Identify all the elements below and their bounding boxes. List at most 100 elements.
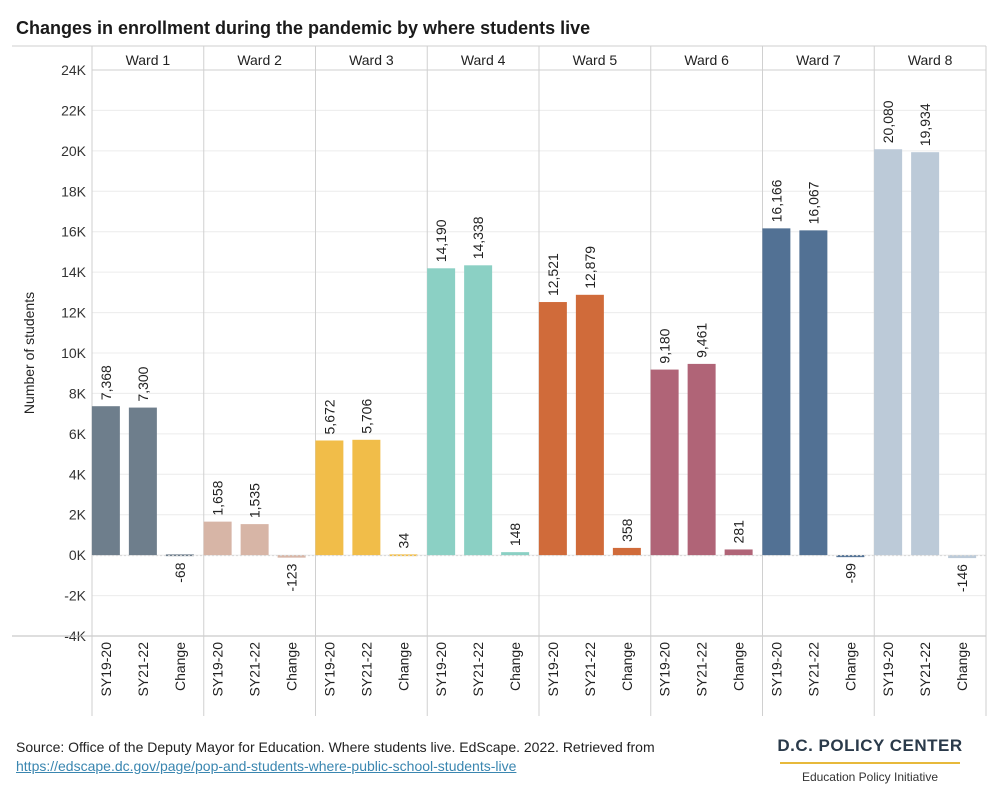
category-label: SY21-22 (358, 642, 374, 697)
bar (650, 369, 679, 556)
y-tick-label: 8K (69, 385, 87, 401)
category-label: Change (619, 642, 635, 691)
data-label: -146 (954, 564, 970, 592)
bar (389, 554, 418, 557)
category-label: SY19-20 (321, 642, 337, 697)
data-label: 12,879 (582, 246, 598, 289)
y-tick-label: 16K (61, 224, 87, 240)
data-label: 20,080 (880, 100, 896, 143)
category-label: Change (395, 642, 411, 691)
bar (948, 555, 977, 559)
category-label: SY21-22 (135, 642, 151, 697)
category-label: SY21-22 (917, 642, 933, 697)
bar (538, 302, 567, 556)
y-tick-label: 2K (69, 507, 87, 523)
group-header-label: Ward 3 (349, 52, 394, 68)
category-label: SY19-20 (210, 642, 226, 697)
category-label: Change (507, 642, 523, 691)
bar (91, 406, 120, 556)
category-label: Change (172, 642, 188, 691)
category-label: SY21-22 (805, 642, 821, 697)
source-note: Source: Office of the Deputy Mayor for E… (16, 739, 655, 755)
bar (874, 149, 903, 556)
data-label: 9,180 (657, 328, 673, 363)
y-tick-label: 24K (61, 62, 87, 78)
y-axis-label: Number of students (21, 292, 37, 414)
group-header-label: Ward 2 (237, 52, 282, 68)
bar (836, 555, 865, 558)
y-tick-label: 12K (61, 305, 87, 321)
data-label: 358 (619, 518, 635, 542)
data-label: 14,190 (433, 219, 449, 262)
bar (165, 554, 194, 557)
y-tick-label: 18K (61, 183, 87, 199)
bar (240, 524, 269, 556)
y-tick-label: 20K (61, 143, 87, 159)
data-label: 34 (395, 533, 411, 549)
bar (203, 521, 232, 556)
category-label: Change (731, 642, 747, 691)
data-label: 5,706 (358, 399, 374, 434)
brand-logo: D.C. POLICY CENTER Education Policy Init… (770, 736, 970, 784)
category-label: SY21-22 (694, 642, 710, 697)
category-label: SY19-20 (98, 642, 114, 697)
group-header-label: Ward 4 (461, 52, 506, 68)
data-label: -99 (842, 563, 858, 583)
category-label: Change (842, 642, 858, 691)
data-label: 19,934 (917, 103, 933, 146)
brand-divider (780, 762, 960, 764)
group-header-label: Ward 1 (126, 52, 171, 68)
category-label: SY21-22 (582, 642, 598, 697)
y-tick-label: 4K (69, 466, 87, 482)
brand-subtitle: Education Policy Initiative (801, 770, 939, 784)
data-label: 7,368 (98, 365, 114, 400)
y-tick-label: 22K (61, 102, 87, 118)
chart-title: Changes in enrollment during the pandemi… (16, 18, 591, 38)
data-label: 16,067 (805, 181, 821, 224)
category-label: SY19-20 (880, 642, 896, 697)
bar (277, 555, 306, 558)
bar (687, 363, 716, 556)
source-link[interactable]: https://edscape.dc.gov/page/pop-and-stud… (16, 758, 517, 774)
bar (724, 549, 753, 556)
data-label: 7,300 (135, 366, 151, 401)
data-label: -123 (284, 563, 300, 591)
data-label: 281 (731, 520, 747, 544)
data-label: 16,166 (768, 179, 784, 222)
y-tick-label: -2K (64, 588, 86, 604)
data-label: 9,461 (694, 323, 710, 358)
y-tick-label: 14K (61, 264, 87, 280)
group-header-label: Ward 6 (684, 52, 729, 68)
bar (128, 407, 157, 556)
data-label: -68 (172, 562, 188, 582)
y-tick-label: 10K (61, 345, 87, 361)
data-label: 5,672 (321, 399, 337, 434)
data-label: 1,535 (247, 483, 263, 518)
data-label: 12,521 (545, 253, 561, 296)
bar (501, 552, 530, 556)
bar (612, 547, 641, 556)
category-label: SY19-20 (657, 642, 673, 697)
category-label: SY19-20 (768, 642, 784, 697)
bar (352, 439, 381, 556)
bar (575, 294, 604, 556)
category-label: Change (284, 642, 300, 691)
bar (464, 265, 493, 556)
enrollment-chart: -4K-2K0K2K4K6K8K10K12K14K16K18K20K22K24K… (12, 45, 987, 716)
group-header-label: Ward 8 (908, 52, 953, 68)
category-label: SY21-22 (470, 642, 486, 697)
category-label: Change (954, 642, 970, 691)
category-label: SY19-20 (545, 642, 561, 697)
y-tick-label: 6K (69, 426, 87, 442)
category-label: SY21-22 (247, 642, 263, 697)
data-label: 148 (507, 523, 523, 547)
group-header-label: Ward 7 (796, 52, 841, 68)
category-label: SY19-20 (433, 642, 449, 697)
group-header-label: Ward 5 (573, 52, 618, 68)
bar (762, 228, 791, 556)
bar (427, 268, 456, 556)
data-label: 1,658 (210, 480, 226, 515)
bar (911, 152, 940, 556)
y-tick-label: 0K (69, 547, 87, 563)
bar (315, 440, 344, 556)
